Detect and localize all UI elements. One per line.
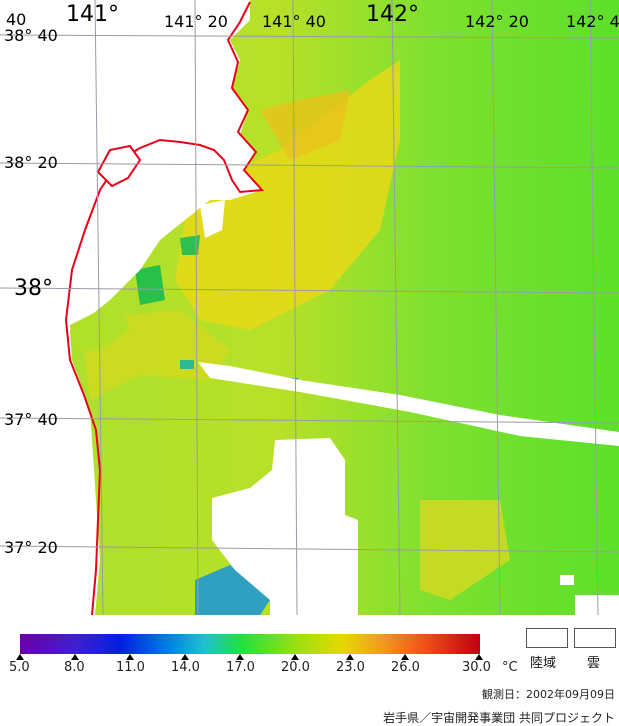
meridian-line xyxy=(491,0,501,615)
longitude-label: 142° xyxy=(366,2,419,27)
observation-date: 観測日：2002年09月09日 xyxy=(482,688,615,701)
land-legend-label: 陸域 xyxy=(530,656,557,671)
scale-tick-mark xyxy=(181,654,189,660)
scale-tick-label: 23.0 xyxy=(336,660,365,675)
longitude-label: 141° xyxy=(66,2,119,27)
scale-tick-mark xyxy=(71,654,79,660)
longitude-label: 141° 20 xyxy=(164,12,228,31)
land-area xyxy=(0,0,262,615)
scale-tick-mark xyxy=(291,654,299,660)
cloud-area xyxy=(212,438,358,615)
parallel-line xyxy=(0,34,619,39)
coastline xyxy=(96,144,142,188)
meridian-line xyxy=(194,0,199,615)
credit-text: 岩手県／宇宙開発事業団 共同プロジェクト xyxy=(383,711,615,725)
cloud-legend-swatch xyxy=(574,628,616,648)
coastline xyxy=(64,1,265,615)
longitude-label: 141° 40 xyxy=(262,12,326,31)
scale-tick-label: 14.0 xyxy=(171,660,200,675)
scale-tick-label: 5.0 xyxy=(9,660,30,675)
scale-tick-mark xyxy=(475,654,483,660)
warm-water-patch xyxy=(260,90,350,160)
latitude-label: 38° xyxy=(14,276,53,301)
latitude-label: 38° 20 xyxy=(4,153,58,172)
warm-water-zone xyxy=(175,60,400,330)
sea-area xyxy=(70,300,130,352)
scale-tick-label: 11.0 xyxy=(116,660,145,675)
corner-label: 40 xyxy=(6,10,27,29)
scale-tick-label: 20.0 xyxy=(281,660,310,675)
latitude-label: 37° 40 xyxy=(4,410,58,429)
scale-tick-mark xyxy=(126,654,134,660)
longitude-label: 142° 20 xyxy=(465,12,529,31)
cloud-area xyxy=(560,575,574,585)
latitude-label: 37° 20 xyxy=(4,538,58,557)
parallel-line xyxy=(0,287,619,294)
cloud-area xyxy=(198,362,619,446)
scale-tick-mark xyxy=(16,654,24,660)
scale-tick-mark xyxy=(401,654,409,660)
scale-tick-label: 30.0 xyxy=(462,660,491,675)
scale-tick-mark xyxy=(236,654,244,660)
meridian-line xyxy=(391,0,401,615)
sea-surface-temperature-map xyxy=(0,0,619,615)
meridian-line xyxy=(292,0,298,615)
latitude-label: 38° 40 xyxy=(4,26,58,45)
land-legend-swatch xyxy=(526,628,568,648)
cloud-legend-label: 雲 xyxy=(587,656,601,671)
cool-water-patch xyxy=(195,565,270,615)
scale-tick-mark xyxy=(346,654,354,660)
parallel-line xyxy=(0,162,619,169)
temperature-color-scale xyxy=(20,634,480,654)
scale-tick-label: 26.0 xyxy=(391,660,420,675)
cloud-area xyxy=(200,200,225,238)
cool-water-patch xyxy=(180,235,200,255)
parallel-line xyxy=(0,545,619,553)
scale-tick-label: 17.0 xyxy=(226,660,255,675)
cool-water-patch xyxy=(135,265,165,305)
parallel-line xyxy=(0,417,619,424)
graticule xyxy=(0,0,619,615)
meridian-line xyxy=(589,0,599,615)
cool-water-patch xyxy=(180,360,194,369)
meridian-line xyxy=(94,0,104,615)
longitude-label: 142° 4 xyxy=(566,12,619,31)
cloud-area xyxy=(575,595,619,615)
warm-water-south xyxy=(420,500,510,600)
temperature-unit: °C xyxy=(502,660,518,675)
scale-tick-label: 8.0 xyxy=(64,660,85,675)
